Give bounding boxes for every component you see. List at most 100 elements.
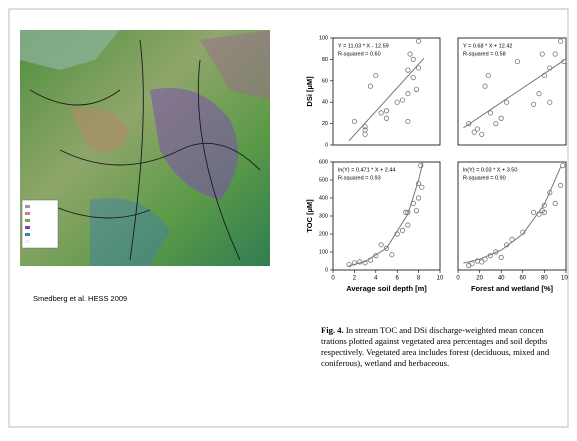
annotation: ln(Y) = 0.471 * X + 2.44	[338, 167, 395, 173]
y-tick-label: 80	[322, 57, 328, 63]
data-point	[413, 86, 420, 92]
data-point	[541, 72, 548, 79]
y-tick-label: 300	[319, 213, 328, 219]
data-point	[541, 202, 548, 208]
data-point	[405, 91, 411, 97]
caption-line: coniferous), wetland and herbaceous.	[321, 358, 449, 368]
data-point	[389, 252, 395, 258]
data-point	[362, 127, 368, 133]
data-point	[405, 209, 411, 215]
data-point	[357, 259, 363, 265]
y-tick-label: 0	[325, 267, 328, 273]
data-point	[415, 181, 422, 187]
data-point	[547, 99, 553, 105]
data-point	[560, 163, 566, 169]
data-point	[541, 209, 548, 215]
data-point	[383, 115, 390, 121]
annotation: R-squared = 0.58	[463, 51, 506, 57]
x-tick-label: 100	[561, 276, 572, 282]
data-point	[405, 118, 411, 125]
x-tick-label: 80	[541, 276, 548, 282]
caption: Fig. 4. In stream TOC and DSi discharge-…	[321, 325, 550, 368]
fit-line	[463, 166, 562, 264]
fit-line	[348, 161, 424, 267]
annotation: R-squared = 0.93	[338, 175, 381, 181]
data-point	[471, 129, 477, 135]
y-tick-label: 400	[319, 195, 328, 201]
data-point	[373, 72, 379, 79]
credit: Smedberg et al. HESS 2009	[33, 294, 127, 303]
data-point	[487, 110, 493, 116]
y-tick-label: 0	[325, 142, 328, 148]
x-tick-label: 8	[417, 276, 421, 282]
data-point	[413, 208, 420, 214]
data-point	[418, 163, 424, 169]
x-tick-label: 0	[456, 276, 460, 282]
data-point	[493, 249, 499, 255]
data-point	[378, 110, 384, 116]
data-point	[503, 99, 510, 105]
data-point	[415, 65, 422, 71]
data-point	[394, 99, 400, 105]
y-tick-label: 60	[322, 78, 328, 84]
annotation: Y = 0.68 * X + 12.42	[463, 43, 512, 49]
x-axis-label: Forest and wetland [%]	[471, 284, 554, 293]
data-point	[536, 91, 542, 97]
data-point	[487, 253, 493, 259]
data-point	[415, 38, 422, 44]
y-tick-label: 200	[319, 231, 328, 237]
data-point	[407, 51, 413, 57]
annotation: R-squared = 0.90	[463, 175, 506, 181]
data-point	[479, 131, 485, 137]
y-tick-label: 20	[322, 121, 328, 127]
plot-frame	[332, 37, 441, 146]
data-point	[561, 58, 567, 65]
x-tick-label: 2	[353, 276, 357, 282]
y-tick-label: 40	[322, 100, 328, 106]
data-point	[405, 222, 411, 228]
caption-label: Fig. 4.	[321, 325, 344, 335]
x-tick-label: 0	[331, 276, 335, 282]
data-point	[410, 74, 416, 81]
x-tick-label: 20	[476, 276, 483, 282]
data-point	[410, 200, 416, 206]
data-point	[552, 200, 558, 206]
data-point	[479, 259, 485, 265]
data-point	[482, 83, 488, 89]
y-axis-label: DSi [µM]	[305, 76, 314, 107]
data-point	[469, 261, 475, 267]
caption-line: trations plotted against vegetated area …	[321, 336, 548, 346]
data-point	[530, 209, 537, 215]
data-point	[378, 242, 384, 248]
data-point	[557, 38, 564, 44]
plot-frame	[457, 37, 567, 146]
fit-line	[463, 60, 565, 129]
y-axis-label: TOC [µM]	[305, 199, 314, 233]
data-point	[399, 97, 406, 103]
data-point	[362, 260, 368, 266]
data-point	[346, 261, 352, 268]
data-point	[498, 254, 504, 260]
data-point	[493, 121, 499, 127]
data-point	[557, 182, 564, 188]
data-point	[530, 101, 537, 107]
data-point	[539, 51, 545, 57]
annotation: Y = 11.03 * X - 12.59	[338, 43, 389, 49]
data-point	[503, 242, 510, 248]
data-point	[419, 184, 425, 190]
y-tick-label: 600	[319, 159, 328, 165]
data-point	[394, 231, 400, 237]
data-point	[403, 209, 409, 215]
data-point	[367, 257, 374, 263]
data-point	[466, 121, 472, 127]
data-point	[405, 67, 411, 73]
y-tick-label: 100	[319, 35, 328, 41]
data-point	[552, 51, 558, 57]
x-tick-label: 60	[519, 276, 526, 282]
data-point	[474, 126, 481, 132]
data-point	[362, 124, 368, 130]
data-point	[383, 245, 390, 251]
